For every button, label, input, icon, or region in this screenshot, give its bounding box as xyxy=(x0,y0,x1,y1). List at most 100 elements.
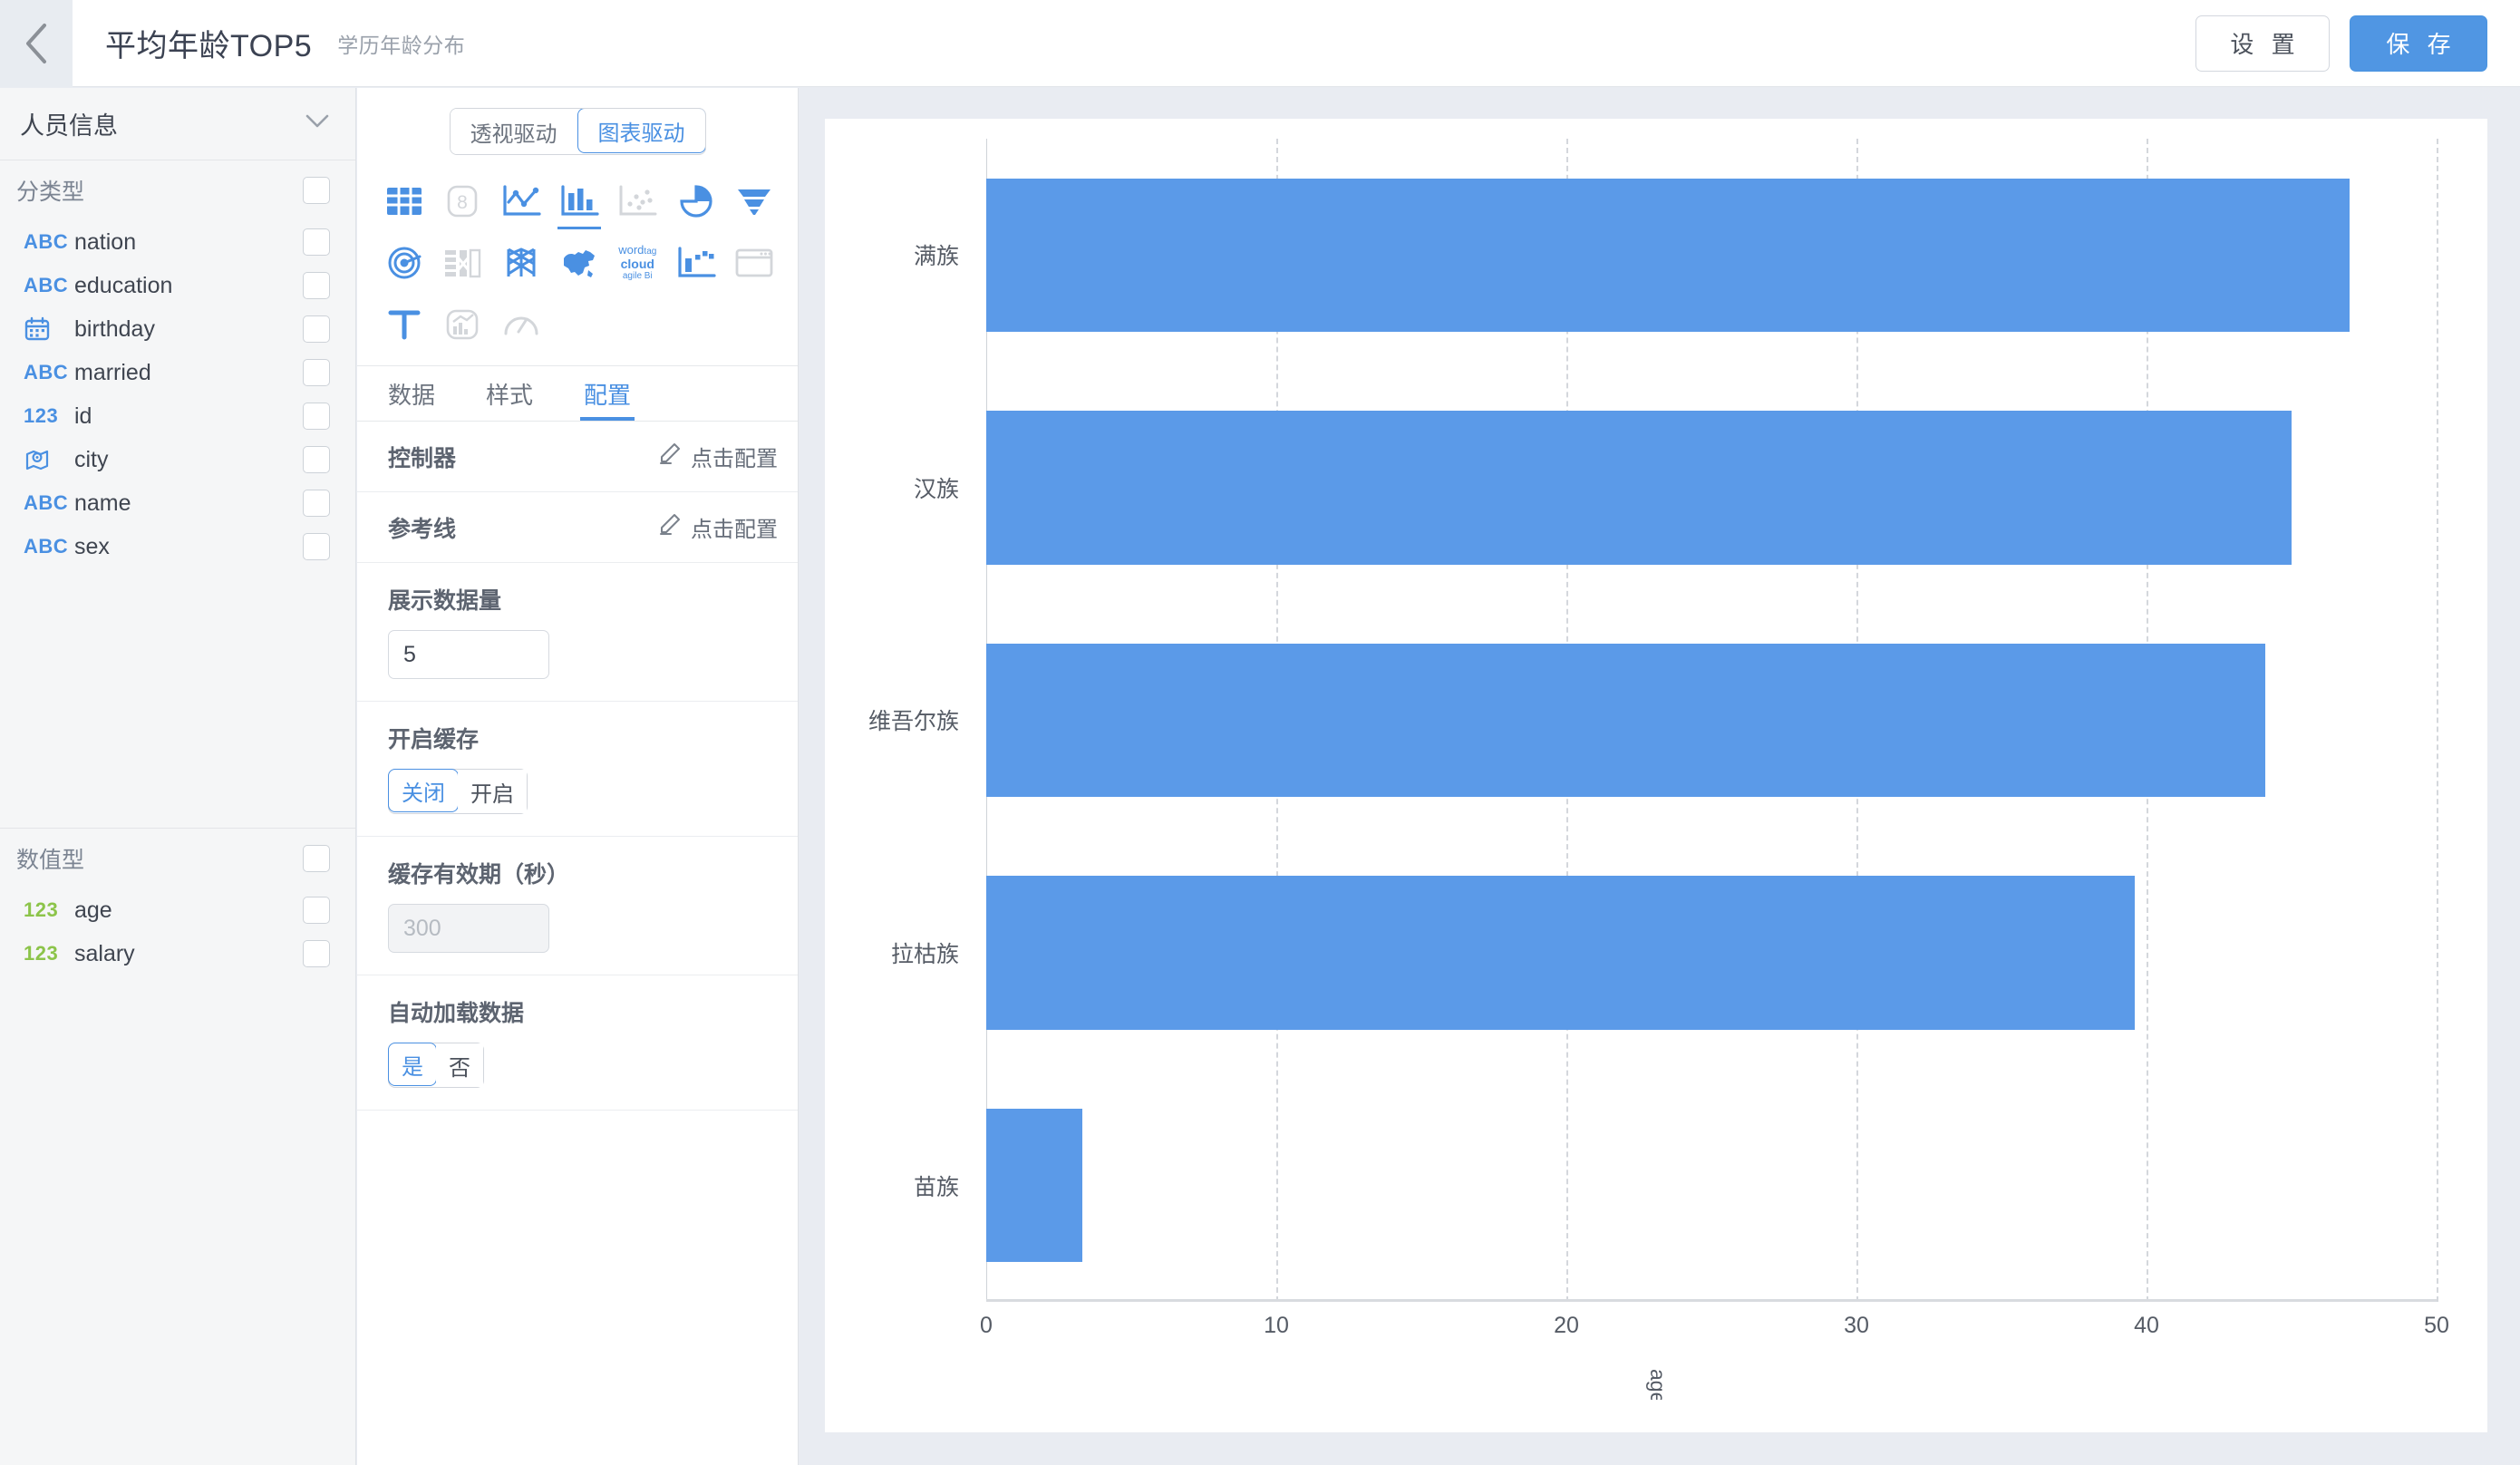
field-group-checkbox[interactable] xyxy=(303,845,330,872)
tree-chart-icon[interactable] xyxy=(492,235,550,291)
field-checkbox[interactable] xyxy=(303,897,330,924)
chart-category-label: 拉枯族 xyxy=(890,942,959,968)
chart-bar[interactable] xyxy=(986,178,2350,332)
field-group-header-measure[interactable]: 数值型 xyxy=(0,829,355,888)
table-chart-icon[interactable] xyxy=(375,173,433,229)
chart-gridline xyxy=(2437,139,2438,1302)
field-checkbox[interactable] xyxy=(303,228,330,256)
field-label: education xyxy=(74,272,173,298)
bar-chart-icon[interactable] xyxy=(550,173,608,229)
page-subtitle: 学历年龄分布 xyxy=(337,33,466,57)
funnel-chart-icon[interactable] xyxy=(725,173,783,229)
auto-load-option-yes[interactable]: 是 xyxy=(388,1043,437,1086)
pie-chart-icon[interactable] xyxy=(666,173,724,229)
field-label: nation xyxy=(74,228,137,255)
chart-type-grid: 8 xyxy=(357,168,798,365)
cache-enable-option-off[interactable]: 关闭 xyxy=(388,769,459,812)
chart-x-tick-label: 20 xyxy=(1554,1313,1579,1338)
field-item-city[interactable]: city xyxy=(0,438,355,481)
field-checkbox[interactable] xyxy=(303,315,330,343)
gauge-chart-icon xyxy=(492,296,550,353)
field-checkbox[interactable] xyxy=(303,533,330,560)
field-item-married[interactable]: ABC married xyxy=(0,351,355,394)
calendar-icon xyxy=(24,316,71,342)
field-checkbox[interactable] xyxy=(303,359,330,386)
top-bar: 平均年龄TOP5 学历年龄分布 设 置 保 存 xyxy=(0,0,2520,87)
cache-enable-toggle[interactable]: 关闭 开启 xyxy=(388,769,528,814)
image-chart-icon xyxy=(433,296,491,353)
field-item-birthday[interactable]: birthday xyxy=(0,307,355,351)
text-icon[interactable] xyxy=(375,296,433,353)
field-sidebar: 人员信息 分类型 ABC nation ABC education xyxy=(0,88,356,1465)
auto-load-option-no[interactable]: 否 xyxy=(436,1043,483,1087)
scatter-chart-icon xyxy=(608,173,666,229)
chevron-left-icon xyxy=(21,22,52,65)
svg-text:8: 8 xyxy=(458,192,469,213)
field-item-sex[interactable]: ABC sex xyxy=(0,525,355,568)
field-item-id[interactable]: 123 id xyxy=(0,394,355,438)
controller-config-link[interactable]: 点击配置 xyxy=(658,441,778,472)
reference-line-config-label: 点击配置 xyxy=(691,518,778,542)
config-block-data-limit: 展示数据量 xyxy=(357,563,798,702)
field-checkbox[interactable] xyxy=(303,446,330,473)
config-panel: 透视驱动 图表驱动 8 xyxy=(357,88,799,1465)
abc-icon: ABC xyxy=(24,230,69,253)
radar-chart-icon[interactable] xyxy=(375,235,433,291)
chart-bar-row xyxy=(986,139,2437,372)
field-item-nation[interactable]: ABC nation xyxy=(0,220,355,264)
cache-enable-label: 开启缓存 xyxy=(388,727,480,752)
word-cloud-icon[interactable]: wordtag cloud agile Bi xyxy=(608,235,666,291)
field-checkbox[interactable] xyxy=(303,490,330,517)
china-map-icon[interactable] xyxy=(550,235,608,291)
field-checkbox[interactable] xyxy=(303,403,330,430)
chart-x-tick-label: 0 xyxy=(980,1313,993,1338)
config-block-cache-enable: 开启缓存 关闭 开启 xyxy=(357,702,798,837)
waterfall-chart-icon[interactable] xyxy=(666,235,724,291)
chart-x-axis-line xyxy=(986,1299,2437,1302)
tab-data[interactable]: 数据 xyxy=(388,381,436,409)
chart-category-label: 满族 xyxy=(913,244,959,270)
chart-bar[interactable] xyxy=(986,411,2292,565)
sidebar-divider xyxy=(0,828,355,829)
cache-ttl-input[interactable] xyxy=(388,904,549,953)
field-checkbox[interactable] xyxy=(303,272,330,299)
chart-bar-row xyxy=(986,1069,2437,1302)
chart-bar-row xyxy=(986,372,2437,605)
field-item-age[interactable]: 123 age xyxy=(0,888,355,932)
chart-category-label: 汉族 xyxy=(913,476,959,502)
abc-icon: ABC xyxy=(24,361,69,383)
number-card-icon: 8 xyxy=(433,173,491,229)
datasource-header[interactable]: 人员信息 xyxy=(0,88,355,160)
chart-x-tick-label: 30 xyxy=(1844,1313,1869,1338)
field-item-name[interactable]: ABC name xyxy=(0,481,355,525)
driver-option-pivot[interactable]: 透视驱动 xyxy=(450,109,577,154)
chart-bar[interactable] xyxy=(986,876,2136,1030)
chevron-down-icon[interactable] xyxy=(305,113,330,134)
chart-bar[interactable] xyxy=(986,1109,1082,1263)
chart-bar[interactable] xyxy=(986,643,2266,798)
tab-style[interactable]: 样式 xyxy=(486,381,534,409)
chart-x-tick-label: 40 xyxy=(2134,1313,2159,1338)
field-item-education[interactable]: ABC education xyxy=(0,264,355,307)
driver-option-chart[interactable]: 图表驱动 xyxy=(577,109,705,153)
abc-icon: ABC xyxy=(24,491,69,514)
data-limit-input[interactable] xyxy=(388,630,549,679)
pencil-icon xyxy=(658,512,682,542)
back-button[interactable] xyxy=(0,0,73,87)
cache-enable-option-on[interactable]: 开启 xyxy=(458,770,527,813)
chart-card[interactable]: 满族 汉族 维吾尔族 拉枯族 苗族 0 10 20 30 40 50 age xyxy=(825,119,2487,1432)
reference-line-config-link[interactable]: 点击配置 xyxy=(658,511,778,543)
tab-config[interactable]: 配置 xyxy=(580,366,635,421)
field-group-checkbox[interactable] xyxy=(303,177,330,204)
settings-button[interactable]: 设 置 xyxy=(2195,15,2330,72)
auto-load-toggle[interactable]: 是 否 xyxy=(388,1043,484,1088)
chart-category-label: 维吾尔族 xyxy=(867,709,959,735)
field-checkbox[interactable] xyxy=(303,940,330,967)
driver-toggle[interactable]: 透视驱动 图表驱动 xyxy=(449,108,706,155)
field-item-salary[interactable]: 123 salary xyxy=(0,932,355,975)
field-group-header-dimension[interactable]: 分类型 xyxy=(0,160,355,220)
save-button[interactable]: 保 存 xyxy=(2350,15,2487,72)
line-chart-icon[interactable] xyxy=(492,173,550,229)
data-limit-label: 展示数据量 xyxy=(388,588,502,614)
config-block-auto-load: 自动加载数据 是 否 xyxy=(357,975,798,1111)
